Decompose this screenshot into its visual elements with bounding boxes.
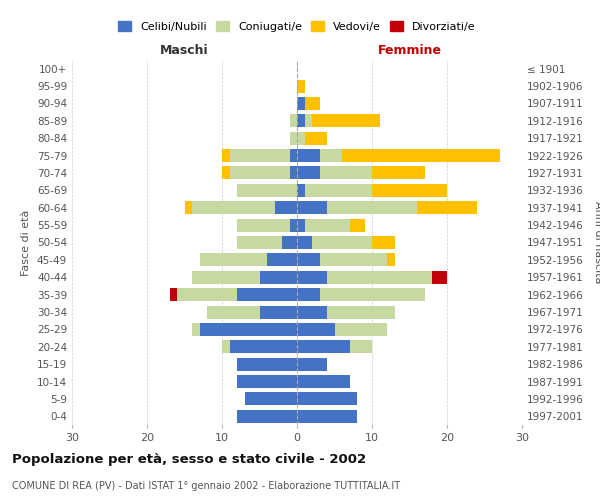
Bar <box>297 166 320 179</box>
Bar <box>312 236 372 249</box>
Bar <box>245 392 297 406</box>
Bar <box>349 218 365 232</box>
Bar <box>305 132 327 144</box>
Bar <box>207 306 260 318</box>
Text: COMUNE DI REA (PV) - Dati ISTAT 1° gennaio 2002 - Elaborazione TUTTITALIA.IT: COMUNE DI REA (PV) - Dati ISTAT 1° genna… <box>12 481 400 491</box>
Bar <box>229 340 297 353</box>
Bar <box>297 114 305 128</box>
Bar <box>237 236 282 249</box>
Text: Popolazione per età, sesso e stato civile - 2002: Popolazione per età, sesso e stato civil… <box>12 452 366 466</box>
Bar <box>192 323 199 336</box>
Bar <box>237 358 297 370</box>
Bar <box>327 270 432 284</box>
Bar <box>237 218 290 232</box>
Bar <box>342 149 499 162</box>
Bar <box>199 323 297 336</box>
Bar <box>297 80 305 92</box>
Bar <box>297 236 312 249</box>
Bar <box>185 201 192 214</box>
Bar <box>275 201 297 214</box>
Bar <box>222 340 229 353</box>
Bar <box>297 375 349 388</box>
Bar <box>199 254 267 266</box>
Bar <box>372 184 447 197</box>
Bar <box>297 340 349 353</box>
Bar <box>170 288 177 301</box>
Bar <box>290 132 297 144</box>
Bar <box>372 166 425 179</box>
Bar <box>290 114 297 128</box>
Bar <box>260 306 297 318</box>
Bar <box>237 375 297 388</box>
Bar <box>432 270 447 284</box>
Bar <box>305 184 372 197</box>
Bar <box>237 288 297 301</box>
Bar <box>297 218 305 232</box>
Bar <box>237 184 297 197</box>
Bar <box>177 288 237 301</box>
Bar <box>297 410 357 423</box>
Bar <box>305 218 349 232</box>
Bar <box>327 306 395 318</box>
Text: Maschi: Maschi <box>160 44 209 57</box>
Bar <box>290 166 297 179</box>
Y-axis label: Fasce di età: Fasce di età <box>22 210 31 276</box>
Bar <box>327 201 417 214</box>
Bar <box>297 270 327 284</box>
Bar <box>229 166 290 179</box>
Bar <box>290 218 297 232</box>
Bar <box>312 114 380 128</box>
Bar <box>320 166 372 179</box>
Bar <box>387 254 395 266</box>
Text: Femmine: Femmine <box>377 44 442 57</box>
Bar <box>260 270 297 284</box>
Bar <box>297 97 305 110</box>
Bar <box>267 254 297 266</box>
Bar <box>297 392 357 406</box>
Bar <box>297 149 320 162</box>
Bar <box>297 323 335 336</box>
Bar <box>297 201 327 214</box>
Bar <box>297 288 320 301</box>
Bar <box>290 149 297 162</box>
Bar <box>320 254 387 266</box>
Bar <box>222 149 229 162</box>
Bar <box>222 166 229 179</box>
Bar <box>305 114 312 128</box>
Bar <box>297 132 305 144</box>
Bar <box>349 340 372 353</box>
Bar <box>335 323 387 336</box>
Bar <box>229 149 290 162</box>
Bar <box>372 236 395 249</box>
Bar <box>237 410 297 423</box>
Bar <box>305 97 320 110</box>
Bar <box>297 306 327 318</box>
Y-axis label: Anni di nascita: Anni di nascita <box>593 201 600 284</box>
Bar <box>282 236 297 249</box>
Legend: Celibi/Nubili, Coniugati/e, Vedovi/e, Divorziati/e: Celibi/Nubili, Coniugati/e, Vedovi/e, Di… <box>115 18 479 36</box>
Bar <box>417 201 477 214</box>
Bar <box>192 270 260 284</box>
Bar <box>192 201 275 214</box>
Bar <box>297 184 305 197</box>
Bar <box>297 254 320 266</box>
Bar <box>297 358 327 370</box>
Bar <box>320 288 425 301</box>
Bar <box>320 149 342 162</box>
